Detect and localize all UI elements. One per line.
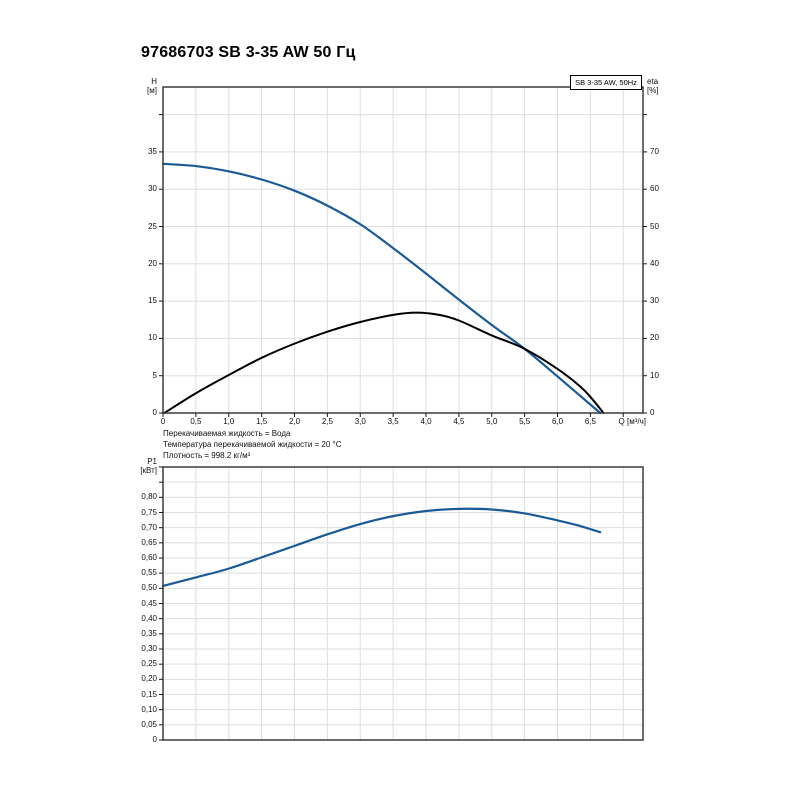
axis-tick-label: 0,45: [141, 598, 157, 608]
eta-curve: [163, 311, 605, 414]
axis-tick-label: 2,5: [321, 417, 333, 426]
axis-tick-label: 1,5: [256, 417, 268, 426]
axis-tick-label: 0,65: [141, 537, 157, 547]
axis-tick-label: 0,40: [141, 613, 157, 623]
axis-tick-label: 25: [148, 221, 157, 231]
axis-tick-label: 35: [148, 146, 157, 156]
axis-tick-label: 0,5: [190, 417, 202, 426]
page-title: 97686703 SB 3-35 AW 50 Гц: [141, 44, 356, 61]
conditions-notes: Перекачиваемая жидкость = Вода Температу…: [163, 428, 342, 461]
axis-tick-label: 0,05: [141, 719, 157, 729]
axis-label-line: [%]: [647, 86, 659, 95]
axis-tick-label: 0: [152, 408, 157, 417]
power-axis-label: P1 [кВт]: [117, 457, 157, 475]
axis-tick-label: 50: [650, 221, 659, 231]
axis-tick-label: 5: [152, 370, 157, 380]
note-line: Плотность = 998.2 кг/м³: [163, 451, 251, 460]
axis-tick-label: 1,0: [223, 417, 235, 426]
axis-tick-label: 0,60: [141, 553, 157, 562]
axis-tick-label: 15: [148, 296, 157, 306]
axis-tick-label: 0,30: [141, 644, 157, 653]
axis-tick-label: 0,25: [141, 659, 157, 669]
axis-tick-label: 0,15: [141, 689, 157, 699]
axis-tick-label: 10: [148, 333, 157, 343]
note-line: Температура перекачиваемой жидкости = 20…: [163, 440, 342, 449]
axis-tick-label: 0: [160, 417, 166, 426]
axis-label-line: [м]: [147, 86, 157, 95]
axis-tick-label: 6,5: [584, 417, 596, 426]
axis-tick-label: 30: [148, 184, 157, 194]
axis-tick-label: 10: [650, 370, 659, 380]
axis-tick-label: 30: [650, 296, 659, 306]
axis-tick-label: 0,70: [141, 522, 157, 532]
power-curve-chart: [159, 466, 644, 741]
axis-tick-label: 5,0: [486, 417, 498, 426]
axis-tick-label: 3,5: [387, 417, 399, 426]
axis-tick-label: 0: [650, 408, 655, 417]
axis-label-line: H: [151, 77, 157, 86]
axis-tick-label: 0,20: [141, 674, 157, 684]
axis-tick-label: 20: [148, 258, 157, 268]
axis-tick-label: 40: [650, 258, 659, 268]
axis-tick-label: 3,0: [354, 417, 366, 426]
note-line: Перекачиваемая жидкость = Вода: [163, 429, 291, 438]
axis-tick-label: 4,5: [453, 417, 465, 426]
axis-tick-label: 0: [152, 735, 157, 744]
axis-tick-label: 4,0: [420, 417, 432, 426]
head-axis-label: H [м]: [117, 77, 157, 95]
axis-label-line: P1: [147, 457, 157, 466]
axis-tick-label: 0,75: [141, 507, 157, 517]
legend-box: SB 3-35 AW, 50Hz: [570, 75, 642, 90]
axis-tick-label: 0,80: [141, 492, 157, 502]
axis-tick-label: 60: [650, 184, 659, 194]
axis-tick-label: 0,35: [141, 628, 157, 638]
axis-tick-label: 2,0: [288, 417, 301, 426]
axis-label-line: eta: [647, 77, 659, 86]
axis-tick-label: 0,50: [141, 583, 157, 593]
eta-axis-label: eta [%]: [647, 77, 659, 95]
axis-tick-label: 6,0: [551, 417, 564, 426]
axis-tick-label: 0,55: [141, 568, 157, 578]
axis-tick-label: 5,5: [519, 417, 531, 426]
P1-curve: [161, 507, 602, 588]
axis-tick-label: 70: [650, 146, 659, 156]
axis-label-line: [кВт]: [140, 466, 157, 475]
pump-curve-chart: [159, 86, 647, 417]
axis-tick-label: 0,10: [141, 704, 157, 714]
axis-tick-label: 20: [650, 333, 659, 343]
flow-axis-unit-label: Q [м³/ч]: [618, 417, 646, 426]
